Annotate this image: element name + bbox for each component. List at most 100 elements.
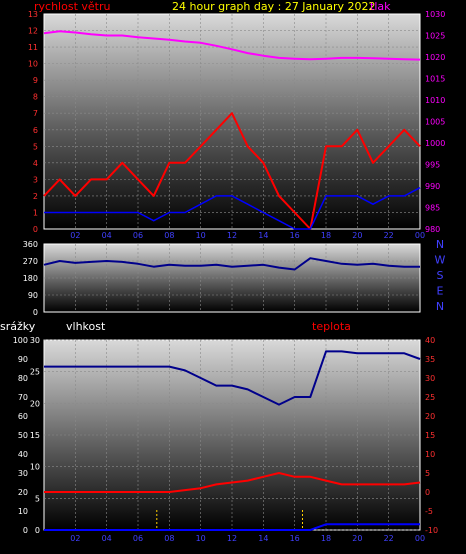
rain-tick-label: 30 <box>18 469 28 478</box>
right-tick-label: 1010 <box>425 96 445 105</box>
humidity-tick-label: 10 <box>30 463 40 472</box>
x-tick-label: 08 <box>164 534 174 543</box>
left-tick-label: 2 <box>33 192 38 201</box>
x-tick-label: 06 <box>133 534 143 543</box>
x-tick-label: 20 <box>352 534 362 543</box>
compass-letter: W <box>435 254 446 267</box>
direction-tick-label: 360 <box>23 240 38 249</box>
x-tick-label: 18 <box>321 534 331 543</box>
x-tick-label: 18 <box>321 231 331 240</box>
direction-tick-label: 90 <box>28 291 38 300</box>
left-tick-label: 11 <box>28 43 38 52</box>
temperature-tick-label: 25 <box>425 393 435 402</box>
right-tick-label: 980 <box>425 225 440 234</box>
left-tick-label: 6 <box>33 126 38 135</box>
x-tick-label: 22 <box>384 231 394 240</box>
temperature-tick-label: 30 <box>425 374 435 383</box>
right-tick-label: 1015 <box>425 75 445 84</box>
left-tick-label: 10 <box>28 60 38 69</box>
pressure-axis-label: tlak <box>370 0 391 13</box>
temperature-axis-label: teplota <box>312 320 351 333</box>
humidity-tick-label: 5 <box>35 494 40 503</box>
x-tick-label: 08 <box>164 231 174 240</box>
wind-speed-line <box>43 112 421 230</box>
direction-tick-label: 270 <box>23 257 38 266</box>
compass-letter: N <box>436 238 444 251</box>
x-tick-label: 16 <box>290 231 300 240</box>
humidity-tick-label: 20 <box>30 399 40 408</box>
wind-speed-axis-label: rychlost větru <box>34 0 110 13</box>
compass-letter: E <box>437 285 444 298</box>
temperature-tick-label: 10 <box>425 450 435 459</box>
left-tick-label: 5 <box>33 142 38 151</box>
left-tick-label: 4 <box>33 159 38 168</box>
x-tick-label: 00 <box>415 534 425 543</box>
x-tick-label: 12 <box>227 231 237 240</box>
left-tick-label: 7 <box>33 109 38 118</box>
humidity-temp-series <box>44 350 421 531</box>
temperature-tick-label: 35 <box>425 355 435 364</box>
x-tick-label: 02 <box>70 231 80 240</box>
rain-tick-label: 10 <box>18 507 28 516</box>
right-tick-label: 990 <box>425 182 440 191</box>
x-tick-label: 14 <box>258 231 268 240</box>
rain-tick-label: 100 <box>13 336 28 345</box>
left-tick-label: 1 <box>33 208 38 217</box>
series-line-srážky <box>44 523 420 531</box>
x-tick-label: 04 <box>102 231 112 240</box>
wind-gust-line <box>44 187 421 230</box>
left-tick-label: 12 <box>28 27 38 36</box>
rain-tick-label: 0 <box>23 526 28 535</box>
rain-tick-label: 20 <box>18 488 28 497</box>
humidity-temp-grid <box>44 339 420 531</box>
chart-title: 24 hour graph day : 27 January 2022 <box>172 0 376 13</box>
rain-axis-label: srážky <box>0 320 36 333</box>
x-tick-label: 10 <box>196 534 206 543</box>
temperature-tick-label: 15 <box>425 431 435 440</box>
right-tick-label: 1025 <box>425 32 445 41</box>
humidity-axis-label: vlhkost <box>66 320 106 333</box>
right-tick-label: 985 <box>425 204 440 213</box>
direction-tick-label: 0 <box>33 308 38 317</box>
rain-tick-label: 90 <box>18 355 28 364</box>
compass-letter: N <box>436 300 444 313</box>
temperature-tick-label: -10 <box>425 526 438 535</box>
x-tick-label: 16 <box>290 534 300 543</box>
series-line-vlhkost <box>44 350 421 406</box>
wind-direction-grid <box>44 244 420 312</box>
rain-tick-label: 40 <box>18 450 28 459</box>
temperature-tick-label: 0 <box>425 488 430 497</box>
right-tick-label: 1020 <box>425 53 445 62</box>
x-tick-label: 22 <box>384 534 394 543</box>
x-tick-label: 10 <box>196 231 206 240</box>
temperature-tick-label: 5 <box>425 469 430 478</box>
left-tick-label: 0 <box>33 225 38 234</box>
wind-direction-line <box>43 257 420 271</box>
right-tick-label: 1000 <box>425 139 445 148</box>
rain-tick-label: 50 <box>18 431 28 440</box>
wind-pressure-ticks: 0123456789101112139809859909951000100510… <box>28 10 446 240</box>
compass-letter: S <box>437 269 444 282</box>
rain-tick-label: 60 <box>18 412 28 421</box>
x-tick-label: 06 <box>133 231 143 240</box>
series-line-teplota <box>44 472 421 493</box>
wind-direction-series <box>43 257 420 271</box>
x-tick-label: 14 <box>258 534 268 543</box>
x-tick-label: 00 <box>415 231 425 240</box>
right-tick-label: 995 <box>425 161 440 170</box>
left-tick-label: 8 <box>33 93 38 102</box>
left-tick-label: 13 <box>28 10 38 19</box>
wind-pressure-series <box>43 30 421 230</box>
left-tick-label: 3 <box>33 175 38 184</box>
rain-tick-label: 70 <box>18 393 28 402</box>
rain-tick-label: 80 <box>18 374 28 383</box>
right-tick-label: 1030 <box>425 10 445 19</box>
temperature-tick-label: 40 <box>425 336 435 345</box>
right-tick-label: 1005 <box>425 118 445 127</box>
temperature-tick-label: 20 <box>425 412 435 421</box>
humidity-tick-label: 30 <box>30 336 40 345</box>
humidity-tick-label: 15 <box>30 431 40 440</box>
